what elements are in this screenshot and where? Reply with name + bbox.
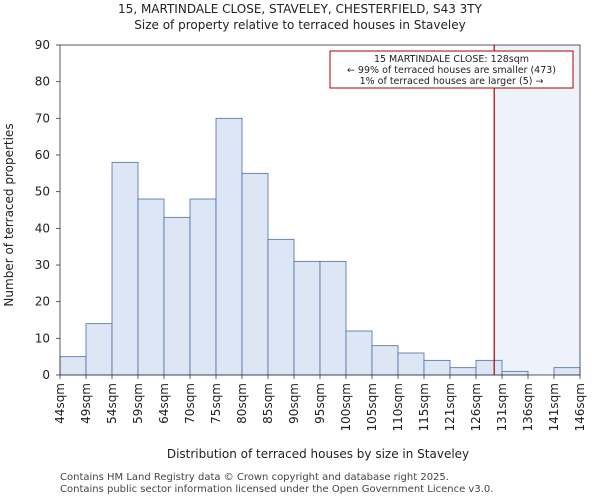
- x-tick-label: 90sqm: [287, 383, 301, 424]
- axes-layer: 0 10 20 30 40 50 60 70 80 90 44sqm 49sqm 54sqm 59sqm 6…: [35, 38, 587, 431]
- x-tick-label: 75sqm: [209, 383, 223, 424]
- bar-75sqm: [215, 117, 243, 376]
- chart-title: 15, MARTINDALE CLOSE, STAVELEY, CHESTERF…: [118, 2, 482, 16]
- bar-105sqm: [371, 345, 399, 376]
- bar-100sqm: [345, 330, 373, 376]
- y-axis-label: Number of terraced properties: [2, 123, 16, 306]
- bar-44sqm: [59, 356, 87, 376]
- y-tick-label: 10: [35, 331, 50, 345]
- x-tick-label: 131sqm: [495, 383, 509, 431]
- x-axis-label: Distribution of terraced houses by size …: [167, 447, 469, 461]
- larger-region-shade: [494, 45, 580, 375]
- y-tick-label: 40: [35, 221, 50, 235]
- x-tick-label: 49sqm: [79, 383, 93, 424]
- x-tick-label: 64sqm: [157, 383, 171, 424]
- x-tick-label: 146sqm: [573, 383, 587, 431]
- bar-59sqm: [137, 198, 165, 376]
- bar-141sqm: [553, 367, 581, 376]
- x-tick-label: 141sqm: [547, 383, 561, 431]
- footer-copyright: Contains HM Land Registry data © Crown c…: [60, 472, 449, 483]
- bar-70sqm: [189, 198, 217, 376]
- x-tick-label: 85sqm: [261, 383, 275, 424]
- y-tick-label: 80: [35, 75, 50, 89]
- y-tick-label: 50: [35, 185, 50, 199]
- bar-131sqm: [501, 370, 529, 376]
- bar-95sqm: [319, 260, 347, 376]
- bar-54sqm: [111, 161, 139, 376]
- y-tick-label: 20: [35, 295, 50, 309]
- x-tick-label: 70sqm: [183, 383, 197, 424]
- y-tick-label: 60: [35, 148, 50, 162]
- bar-110sqm: [397, 352, 425, 376]
- bar-90sqm: [293, 260, 321, 376]
- chart-subtitle: Size of property relative to terraced ho…: [134, 18, 466, 32]
- bar-49sqm: [85, 323, 113, 376]
- x-tick-label: 110sqm: [391, 383, 405, 431]
- x-tick-label: 44sqm: [53, 383, 67, 424]
- annotation-line-3: 1% of terraced houses are larger (5) →: [360, 76, 544, 87]
- y-tick-label: 90: [35, 38, 50, 52]
- bar-85sqm: [267, 238, 295, 376]
- highlight-layer: [494, 45, 580, 375]
- bar-80sqm: [241, 172, 269, 376]
- annotation-layer: 15 MARTINDALE CLOSE: 128sqm← 99% of terr…: [329, 45, 574, 375]
- bar-64sqm: [163, 216, 191, 376]
- x-tick-label: 100sqm: [339, 383, 353, 431]
- x-tick-label: 115sqm: [417, 383, 431, 431]
- footer-licence: Contains public sector information licen…: [60, 484, 494, 495]
- histogram-chart: 0 10 20 30 40 50 60 70 80 90 44sqm 49sqm 54sqm 59sqm 6…: [2, 38, 587, 461]
- x-tick-label: 126sqm: [469, 383, 483, 431]
- x-tick-label: 136sqm: [521, 383, 535, 431]
- bar-126sqm: [475, 359, 503, 376]
- x-tick-label: 95sqm: [313, 383, 327, 424]
- x-tick-label: 80sqm: [235, 383, 249, 424]
- bar-115sqm: [423, 359, 451, 376]
- x-tick-label: 121sqm: [443, 383, 457, 431]
- x-tick-label: 105sqm: [365, 383, 379, 431]
- annotation-line-1: 15 MARTINDALE CLOSE: 128sqm: [374, 54, 529, 65]
- y-tick-label: 30: [35, 258, 50, 272]
- bars-layer: [59, 117, 581, 376]
- bar-121sqm: [449, 367, 477, 376]
- y-tick-label: 0: [42, 368, 50, 382]
- x-tick-label: 59sqm: [131, 383, 145, 424]
- x-tick-label: 54sqm: [105, 383, 119, 424]
- y-tick-label: 70: [35, 111, 50, 125]
- annotation-line-2: ← 99% of terraced houses are smaller (47…: [347, 65, 556, 76]
- annotation-box: [329, 50, 574, 89]
